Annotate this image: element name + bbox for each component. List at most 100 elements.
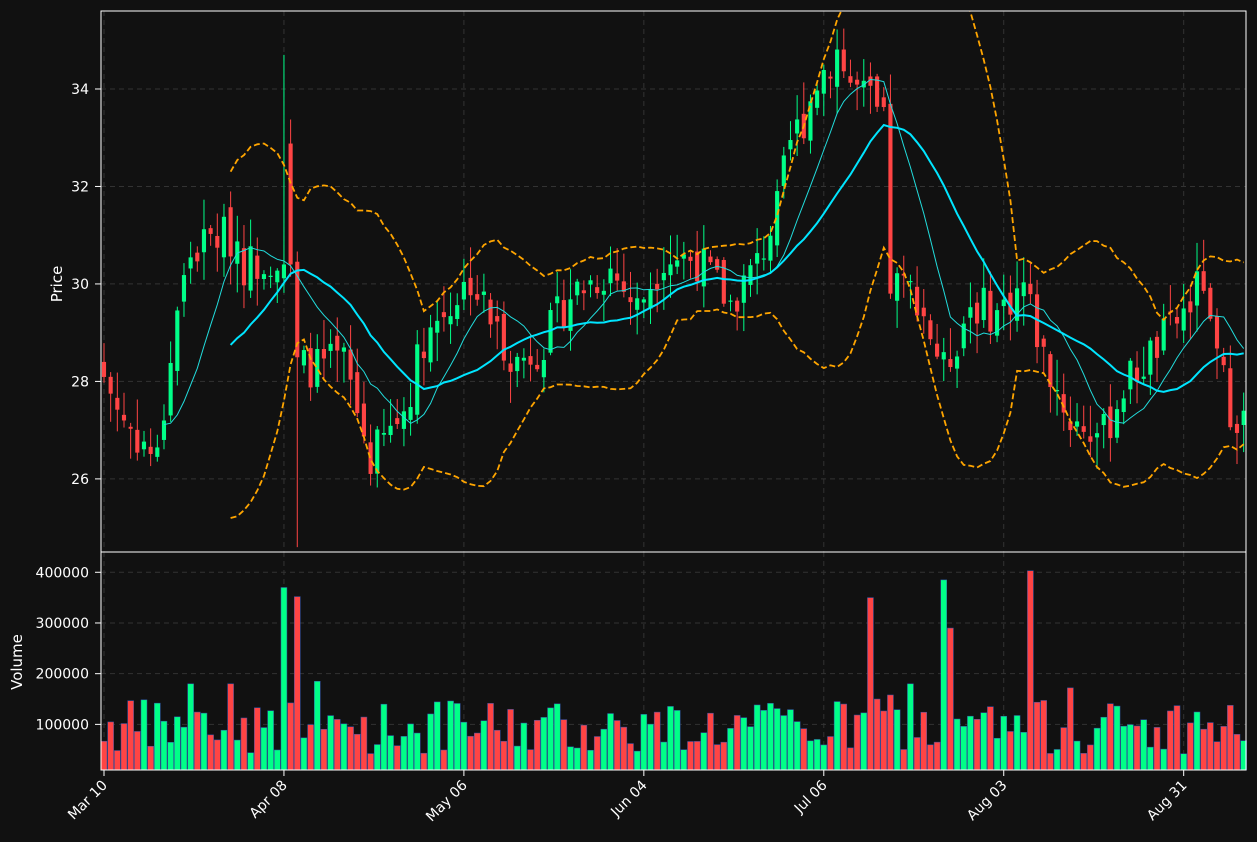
- candle-body: [1161, 318, 1166, 351]
- volume-bar: [200, 712, 208, 771]
- candle-body: [641, 299, 646, 303]
- candle-body: [115, 397, 120, 410]
- volume-bar: [813, 739, 821, 771]
- candle-body: [615, 273, 620, 281]
- volume-bar: [433, 701, 441, 771]
- candle-body: [608, 268, 613, 284]
- volume-bar: [607, 713, 614, 771]
- candle-body: [1088, 436, 1093, 442]
- volume-bar: [254, 707, 261, 771]
- volume-bar: [334, 719, 341, 771]
- volume-bar: [174, 716, 181, 771]
- candle-body: [881, 97, 886, 108]
- candle-body: [601, 290, 606, 295]
- volume-bar: [1207, 722, 1214, 771]
- candle-body: [575, 281, 580, 296]
- candle-body: [1194, 271, 1200, 306]
- volume-bar: [320, 728, 328, 771]
- candle-body: [461, 281, 466, 300]
- volume-bar: [767, 703, 774, 771]
- volume-bar: [527, 749, 534, 771]
- candle-body: [255, 255, 260, 279]
- candle-body: [341, 347, 346, 352]
- volume-bar: [407, 723, 414, 771]
- candle-body: [388, 425, 393, 436]
- volume-bar: [807, 740, 814, 771]
- volume-bar: [540, 717, 548, 771]
- volume-bar: [920, 711, 928, 771]
- volume-bar: [107, 721, 114, 771]
- volume-bar: [473, 732, 481, 771]
- candle-body: [1048, 354, 1053, 388]
- volume-bar: [587, 749, 594, 771]
- candle-body: [581, 290, 586, 294]
- volume-bar: [947, 627, 954, 771]
- volume-bar: [314, 681, 321, 771]
- candle-body: [401, 411, 406, 429]
- volume-bar: [1147, 746, 1154, 771]
- volume-bar: [280, 587, 288, 771]
- candle-body: [528, 356, 533, 365]
- volume-bar: [240, 717, 248, 771]
- volume-bar: [713, 744, 721, 771]
- volume-bar: [1200, 728, 1207, 771]
- volume-panel-frame: [100, 551, 1247, 771]
- volume-bar: [907, 683, 914, 771]
- volume-bar: [260, 727, 268, 771]
- volume-bar: [647, 723, 654, 771]
- volume-bar: [1107, 703, 1114, 771]
- candle-body: [495, 316, 500, 322]
- volume-bar: [553, 703, 561, 771]
- candle-body: [201, 229, 207, 253]
- volume-bar: [180, 726, 188, 771]
- candle-body: [768, 235, 773, 261]
- candle-body: [808, 101, 813, 141]
- volume-bar: [120, 723, 128, 771]
- volume-bar: [893, 709, 901, 771]
- candle-body: [281, 264, 287, 279]
- candle-body: [1028, 283, 1033, 295]
- candle-body: [588, 280, 593, 285]
- volume-bar: [1060, 727, 1067, 771]
- volume-bar: [627, 743, 634, 771]
- price-axis-label: Price: [48, 266, 66, 303]
- volume-bar: [953, 718, 961, 771]
- volume-bar: [927, 744, 934, 771]
- volume-bar: [873, 698, 881, 771]
- candle-body: [688, 256, 693, 261]
- candle-body: [441, 312, 446, 318]
- candle-body: [1241, 410, 1246, 425]
- ma-fast-line: [163, 78, 1245, 426]
- candle-body: [1001, 299, 1006, 307]
- volume-bar: [720, 741, 728, 771]
- volume-bar: [820, 744, 828, 771]
- price-tick-label: 30: [71, 277, 89, 293]
- candle-body: [128, 426, 133, 429]
- volume-tick-label: 400000: [36, 565, 89, 581]
- volume-bar: [680, 749, 688, 771]
- candle-body: [955, 356, 960, 369]
- volume-bar: [220, 729, 228, 771]
- candle-body: [901, 273, 906, 276]
- volume-bar: [420, 752, 428, 771]
- volume-bar: [140, 699, 148, 771]
- volume-bar: [533, 719, 541, 771]
- candle-body: [821, 69, 826, 94]
- candle-body: [555, 296, 560, 304]
- volume-bar: [207, 734, 214, 771]
- candle-body: [681, 254, 686, 259]
- volume-bar: [1153, 727, 1161, 771]
- volume-bar: [867, 597, 874, 771]
- volume-bar: [753, 704, 761, 771]
- candle-body: [455, 305, 460, 320]
- candle-body: [935, 343, 940, 357]
- candle-body: [215, 235, 220, 248]
- candle-body: [861, 80, 866, 88]
- candle-body: [928, 320, 933, 340]
- candle-body: [1094, 433, 1100, 438]
- candle-body: [155, 447, 160, 457]
- candle-body: [1201, 271, 1206, 291]
- volume-bar: [547, 707, 554, 771]
- candle-body: [815, 90, 820, 108]
